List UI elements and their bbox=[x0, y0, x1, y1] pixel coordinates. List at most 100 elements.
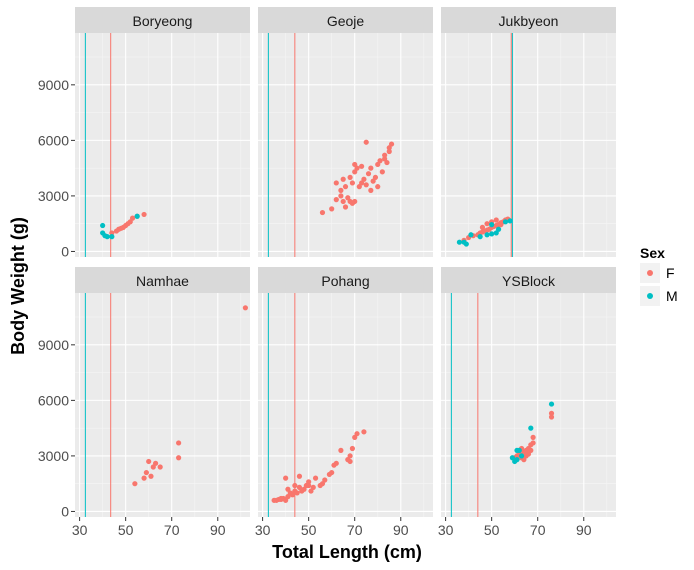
data-point-f bbox=[310, 484, 316, 490]
data-point-f bbox=[342, 184, 349, 190]
data-point-f bbox=[150, 464, 156, 470]
data-point-m bbox=[516, 447, 522, 453]
y-tick-label: 6000 bbox=[38, 392, 69, 408]
data-point-f bbox=[132, 481, 138, 487]
x-tick-label: 90 bbox=[210, 522, 226, 538]
data-point-f bbox=[301, 486, 307, 492]
data-point-f bbox=[493, 217, 499, 223]
data-point-f bbox=[368, 165, 374, 171]
data-point-f bbox=[340, 176, 346, 182]
data-point-m bbox=[468, 232, 474, 238]
panel-geoje: Geoje bbox=[258, 7, 433, 257]
data-point-f bbox=[530, 440, 536, 446]
x-tick-label: 30 bbox=[255, 522, 271, 538]
data-point-f bbox=[338, 447, 344, 453]
data-point-f bbox=[530, 434, 536, 440]
data-point-f bbox=[342, 204, 349, 210]
data-point-f bbox=[329, 206, 335, 212]
panel-jukbyeon: Jukbyeon bbox=[441, 7, 616, 257]
legend-label: F bbox=[666, 265, 675, 281]
data-point-f bbox=[308, 488, 314, 494]
data-point-f bbox=[359, 180, 365, 186]
x-tick-label: 70 bbox=[164, 522, 180, 538]
data-point-f bbox=[338, 193, 344, 199]
y-tick-label: 3000 bbox=[38, 188, 69, 204]
data-point-f bbox=[152, 460, 159, 466]
data-point-m bbox=[509, 455, 515, 461]
data-point-f bbox=[333, 180, 339, 186]
data-point-f bbox=[368, 187, 374, 193]
y-tick-label: 9000 bbox=[38, 337, 69, 353]
data-point-f bbox=[354, 431, 360, 437]
panel-background bbox=[258, 33, 433, 257]
data-point-f bbox=[359, 163, 365, 169]
panel-background bbox=[441, 33, 616, 257]
data-point-f bbox=[498, 222, 504, 228]
data-point-f bbox=[292, 482, 298, 489]
data-point-f bbox=[109, 230, 115, 236]
data-point-f bbox=[285, 494, 291, 500]
data-point-m bbox=[495, 226, 502, 232]
data-point-m bbox=[100, 222, 106, 229]
data-point-m bbox=[477, 234, 483, 240]
data-point-f bbox=[143, 469, 149, 476]
data-point-m bbox=[456, 239, 463, 245]
legend-title: Sex bbox=[640, 245, 665, 261]
data-point-f bbox=[484, 221, 490, 227]
data-point-f bbox=[521, 457, 527, 463]
data-point-f bbox=[283, 497, 289, 503]
data-point-f bbox=[361, 176, 367, 182]
data-point-f bbox=[312, 475, 319, 481]
x-axis-ticks: 30 50 70 90 30 50 70 90 30 50 70 90 bbox=[72, 517, 592, 538]
y-tick-label: 9000 bbox=[38, 77, 69, 93]
x-tick-label: 90 bbox=[576, 522, 592, 538]
facet-strip bbox=[441, 267, 616, 293]
x-tick-label: 90 bbox=[393, 522, 409, 538]
data-point-f bbox=[347, 174, 353, 180]
data-point-f bbox=[356, 184, 362, 190]
x-tick-label: 70 bbox=[347, 522, 363, 538]
data-point-f bbox=[329, 469, 335, 476]
facet-panels: Boryeong Geoje Jukbyeon Namhae Pohang YSBlock bbox=[75, 7, 616, 517]
data-point-f bbox=[548, 410, 555, 416]
x-tick-label: 30 bbox=[438, 522, 454, 538]
panel-ysblock: YSBlock bbox=[441, 267, 616, 517]
data-point-f bbox=[386, 148, 392, 155]
x-tick-label: 30 bbox=[72, 522, 88, 538]
data-point-f bbox=[157, 464, 163, 470]
panel-namhae: Namhae bbox=[75, 267, 250, 517]
panel-boryeong: Boryeong bbox=[75, 7, 250, 257]
data-point-f bbox=[340, 198, 346, 205]
data-point-m bbox=[104, 234, 110, 240]
panel-pohang: Pohang bbox=[258, 267, 433, 517]
data-point-f bbox=[347, 458, 353, 465]
data-point-f bbox=[271, 497, 277, 503]
data-point-f bbox=[347, 453, 353, 459]
legend: Sex FM bbox=[640, 245, 678, 306]
data-point-f bbox=[283, 475, 289, 481]
data-point-f bbox=[365, 171, 372, 177]
data-point-f bbox=[129, 215, 136, 221]
data-point-f bbox=[306, 482, 312, 489]
data-point-f bbox=[141, 475, 147, 481]
data-point-m bbox=[109, 234, 115, 240]
x-tick-label: 50 bbox=[301, 522, 317, 538]
y-tick-label: 6000 bbox=[38, 132, 69, 148]
legend-swatch bbox=[647, 293, 653, 299]
data-point-m bbox=[489, 222, 495, 228]
legend-swatch bbox=[647, 270, 653, 276]
data-point-f bbox=[352, 198, 358, 205]
data-point-f bbox=[370, 178, 376, 184]
x-tick-label: 50 bbox=[484, 522, 500, 538]
data-point-m bbox=[507, 218, 513, 224]
data-point-f bbox=[377, 158, 383, 164]
data-point-f bbox=[352, 434, 358, 440]
data-point-f bbox=[319, 481, 326, 487]
data-point-f bbox=[333, 460, 339, 466]
data-point-f bbox=[375, 184, 381, 190]
data-point-m bbox=[502, 219, 509, 225]
data-point-f bbox=[333, 197, 339, 203]
data-point-m bbox=[518, 453, 525, 459]
data-point-f bbox=[479, 224, 486, 230]
